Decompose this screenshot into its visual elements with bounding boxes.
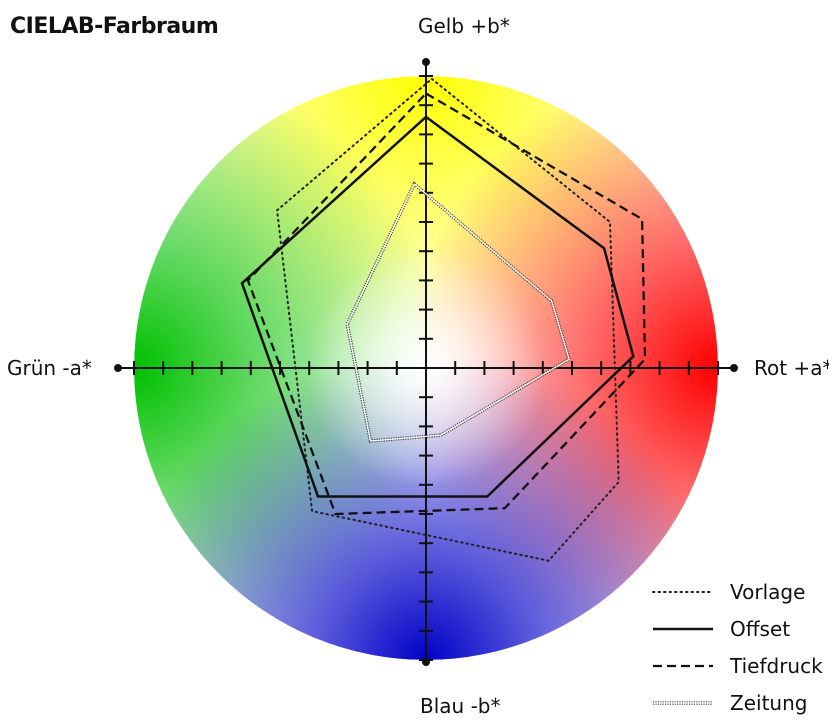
axis-label-blue: Blau -b* [420,694,501,718]
legend-label-zeitung: Zeitung [730,691,808,715]
series-tiefdruck [246,92,647,516]
y-axis-end-top [422,58,430,66]
series-offset [240,115,635,498]
legend-label-offset: Offset [730,617,791,641]
chart-title: CIELAB-Farbraum [10,14,219,39]
series-zeitung-inner [346,183,570,442]
x-axis-end-right [730,364,738,372]
axes [114,58,738,666]
legend-label-vorlage: Vorlage [730,580,806,604]
color-wheel [134,76,718,660]
axis-label-green: Grün -a* [7,356,92,380]
axis-label-yellow: Gelb +b* [418,14,510,38]
series-vorlage [276,77,620,562]
series-layer [240,77,647,562]
legend [652,591,714,705]
x-axis-end-left [114,364,122,372]
axis-label-red: Rot +a* [754,356,829,380]
legend-label-tiefdruck: Tiefdruck [730,654,823,678]
